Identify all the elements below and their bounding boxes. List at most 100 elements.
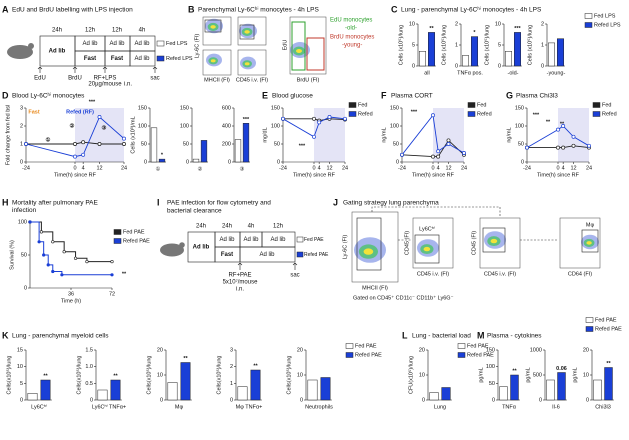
x-tick-label: 72 (109, 291, 115, 297)
legend-swatch (348, 111, 357, 117)
period: 12h (273, 224, 283, 230)
y-tick-label: 100 (18, 219, 27, 225)
legend-swatch (296, 236, 304, 243)
y-tick-label: 15 (17, 347, 23, 353)
x-axis-label: Time(h) since RF (54, 172, 97, 178)
event-arrow (37, 66, 158, 73)
annotation: ③ (102, 124, 108, 131)
legend-swatch (457, 352, 466, 358)
y-tick-label: 0 (521, 159, 524, 165)
legend-swatch (156, 55, 165, 62)
feeding: Fast (84, 56, 96, 62)
y-tick-label: 50 (21, 252, 27, 258)
gate-label: BrdU monocytes (330, 35, 374, 41)
gate-label: -old- (345, 26, 357, 32)
y-tick-label: 2 (455, 21, 458, 27)
data-point (571, 143, 576, 148)
data-point (327, 115, 332, 119)
legend-label: Fed LPS (166, 41, 188, 47)
data-point (60, 273, 64, 277)
feeding: Ad lib (134, 56, 150, 62)
legend-swatch (592, 111, 601, 117)
x-tick-label: 12 (326, 165, 332, 171)
x-tick-label: TNFα pos. (457, 70, 483, 76)
x-tick-label: 0 (312, 165, 315, 171)
y-tick-label: 10 (157, 372, 163, 378)
period: 4h (248, 224, 255, 230)
data-point (97, 115, 102, 119)
event: EdU (34, 76, 46, 82)
x-tick-label: 0 (556, 165, 559, 171)
x-tick-label: Mφ TNFα+ (236, 404, 263, 410)
y-tick-label: 1.0 (85, 364, 93, 370)
y-tick-label: 150 (180, 105, 189, 111)
bar (110, 379, 121, 401)
annotation: ** (429, 26, 434, 32)
data-point (312, 134, 316, 139)
y-axis-label: Cells(x10⁵)/lung (285, 356, 292, 395)
mouse-icon (179, 242, 185, 248)
y-tick-label: 3 (20, 105, 23, 111)
legend-swatch (345, 343, 354, 349)
annotation: ** (113, 373, 118, 379)
panel-letter: J (333, 197, 338, 207)
panel-letter: D (2, 90, 9, 100)
y-axis-label: Cells (x10³)/mL (130, 116, 136, 153)
bar (237, 386, 248, 401)
x-tick-label: Neutrophils (305, 404, 333, 410)
y-tick-label: 3 (230, 347, 233, 353)
bar (419, 51, 426, 67)
y-axis-label: Fold change from fed bsl (5, 105, 11, 166)
diagram-title: PAE infection for flow cytometry and (167, 200, 271, 207)
x-tick-label: -24 (523, 165, 531, 171)
x-tick-label: 24 (586, 165, 592, 171)
data-point (343, 116, 347, 121)
x-tick-label: 12 (445, 165, 451, 171)
y-axis-label: Cells (x10⁵)/lung (526, 25, 533, 66)
y-tick-label: 0 (396, 159, 399, 165)
chart-title: Plasma Chi3l3 (516, 93, 558, 100)
y-tick-label: 50 (274, 141, 280, 147)
y-tick-label: 20 (583, 347, 589, 353)
data-point (436, 154, 441, 159)
y-tick-label: 5 (412, 42, 415, 48)
y-tick-label: 200 (222, 141, 231, 147)
diagram-title: Gating strategy lung parenchyma (343, 200, 439, 207)
chart-title: Plasma - cytokines (487, 333, 542, 340)
data-point (85, 260, 89, 264)
bar (250, 369, 261, 401)
y-tick-label: 100 (271, 123, 280, 129)
axis-label: CD45 i.v. (FI) (484, 271, 516, 277)
panel-j: J Gating strategy lung parenchyma Ly-6C … (333, 197, 601, 301)
panel-letter: A (2, 4, 9, 14)
y-axis-label: CFU(x10⁵)/lung (407, 356, 414, 394)
annotation: *** (514, 26, 521, 32)
axis-label: BrdU (FI) (297, 77, 320, 83)
axis-label: CD45 i.v. (FI) (236, 77, 268, 83)
bar (97, 389, 108, 401)
axis-label: CD45 (FI) (404, 231, 410, 255)
feeding: Ad lib (49, 49, 66, 55)
data-point (39, 230, 43, 234)
data-point (73, 142, 77, 146)
y-tick-label: 0 (492, 397, 495, 403)
data-point (556, 127, 560, 132)
y-axis-label: Cells (x10⁵)/lung (440, 25, 447, 66)
data-point (561, 124, 566, 128)
bar (180, 362, 191, 401)
data-point (431, 113, 435, 118)
legend-swatch (348, 102, 357, 108)
bar (499, 386, 508, 401)
y-tick-label: 50 (518, 141, 524, 147)
y-axis-label: Cells(x10⁵)/lung (215, 356, 222, 395)
y-tick-label: 5 (20, 381, 23, 387)
data-point (37, 240, 41, 244)
panel-letter: E (262, 90, 268, 100)
x-tick-label: Mφ (175, 404, 184, 410)
event: i.n. (236, 287, 244, 293)
panel-b: B Parenchymal Ly-6Cʰⁱ monocytes - 4h LPS… (188, 4, 374, 83)
chart-title: Blood glucose (272, 93, 313, 100)
y-tick-label: 20 (297, 347, 303, 353)
y-axis-label: pg/mL (572, 367, 578, 382)
data-point (62, 250, 66, 254)
